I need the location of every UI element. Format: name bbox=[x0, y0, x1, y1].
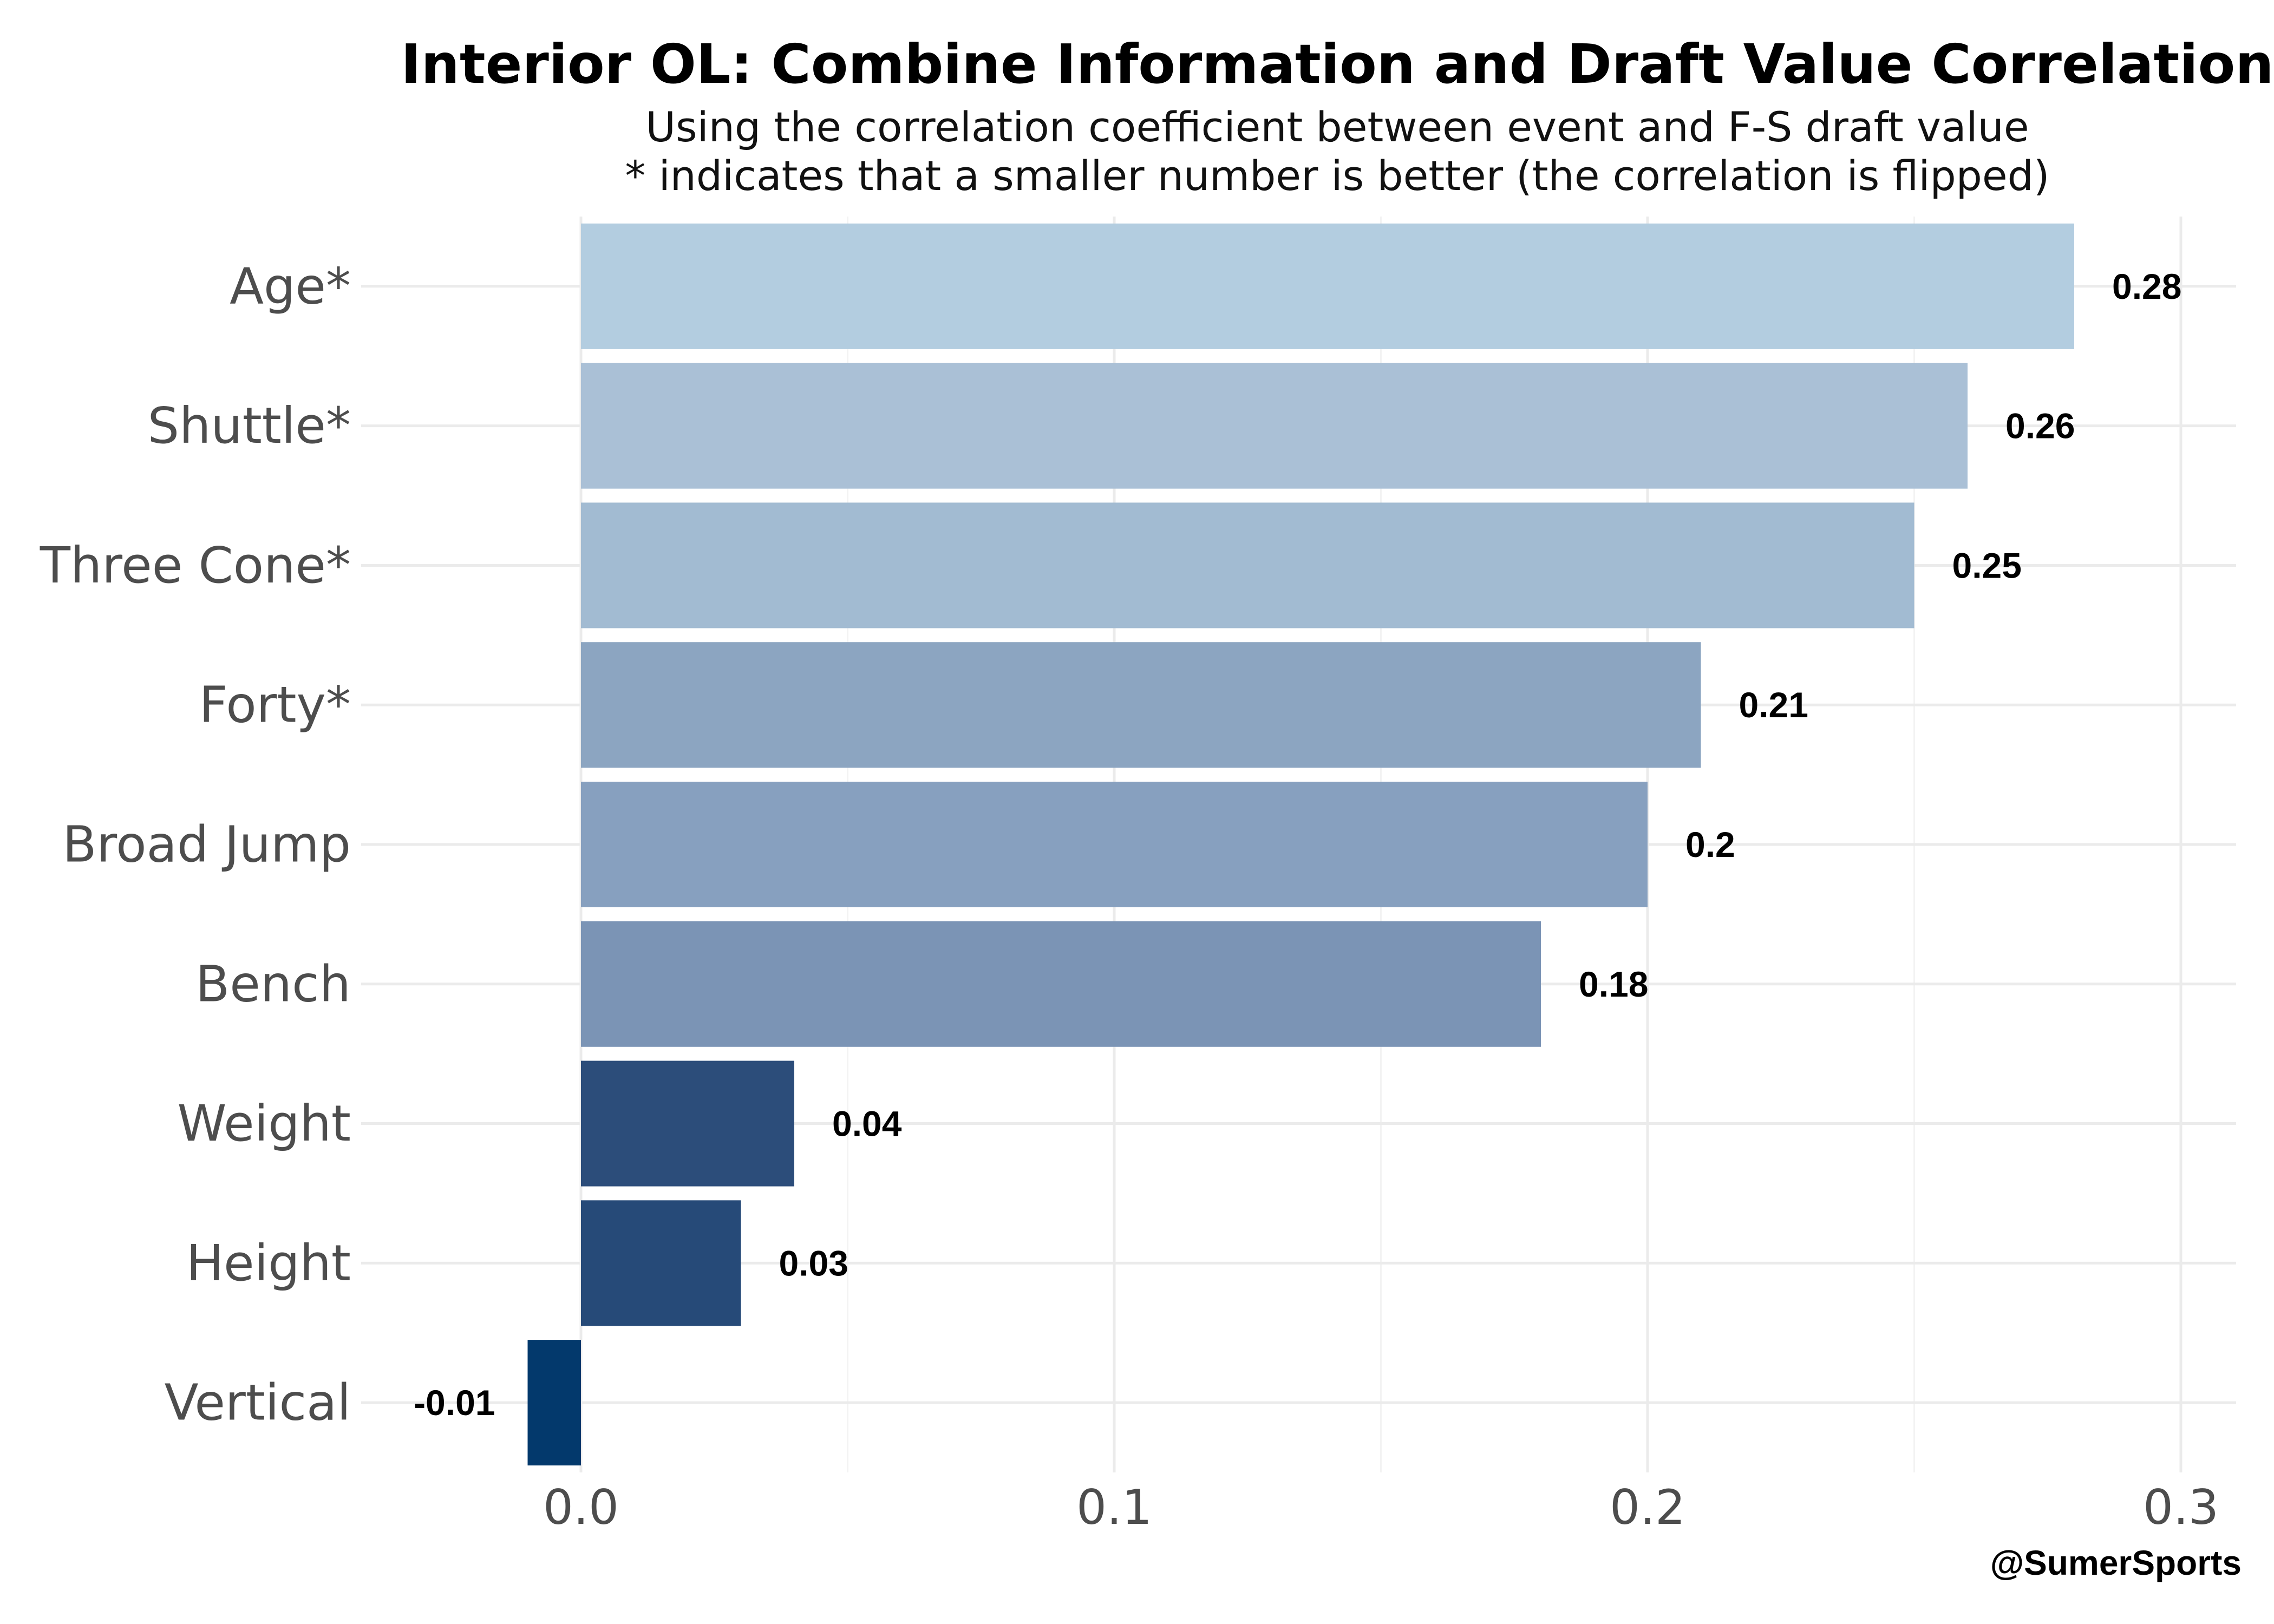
bar-age bbox=[581, 223, 2074, 349]
data-label: -0.01 bbox=[414, 1383, 495, 1423]
x-tick-label: 0.2 bbox=[1610, 1479, 1685, 1535]
data-label: 0.26 bbox=[2005, 406, 2075, 446]
bar-broad-jump bbox=[581, 782, 1648, 907]
chart-subtitle-line-1: Using the correlation coefficient betwee… bbox=[645, 103, 2029, 151]
bar-vertical bbox=[527, 1340, 581, 1466]
y-tick-label: Weight bbox=[177, 1095, 351, 1152]
bar-bench bbox=[581, 921, 1541, 1047]
data-label: 0.2 bbox=[1685, 824, 1735, 865]
bars bbox=[527, 223, 2074, 1466]
data-label: 0.03 bbox=[779, 1243, 848, 1283]
y-tick-label: Shuttle* bbox=[148, 397, 351, 455]
y-tick-label: Vertical bbox=[165, 1374, 351, 1432]
y-tick-label: Forty* bbox=[199, 676, 351, 734]
data-label: 0.04 bbox=[832, 1104, 902, 1144]
data-label: 0.18 bbox=[1579, 964, 1648, 1004]
y-tick-label: Three Cone* bbox=[40, 536, 351, 594]
bar-weight bbox=[581, 1060, 794, 1187]
bar-shuttle bbox=[581, 363, 1968, 489]
credit-text: @SumerSports bbox=[1990, 1543, 2242, 1582]
x-tick-label: 0.3 bbox=[2143, 1479, 2219, 1535]
chart-subtitle-line-2: * indicates that a smaller number is bet… bbox=[625, 152, 2050, 200]
chart-title: Interior OL: Combine Information and Dra… bbox=[401, 32, 2274, 96]
bar-height bbox=[581, 1200, 741, 1326]
x-tick-label: 0.0 bbox=[543, 1479, 619, 1535]
y-axis-tick-labels: Age* Shuttle* Three Cone* Forty* Broad Jump B… bbox=[40, 257, 351, 1431]
y-tick-label: Bench bbox=[195, 955, 351, 1013]
x-tick-label: 0.1 bbox=[1076, 1479, 1152, 1535]
data-label: 0.21 bbox=[1739, 685, 1808, 725]
data-labels: 0.28 0.26 0.25 0.21 0.2 0.18 0.04 0.03 -0.01 bbox=[414, 266, 2181, 1423]
x-axis-tick-labels: 0.0 0.1 0.2 0.3 bbox=[543, 1479, 2219, 1535]
data-label: 0.25 bbox=[1952, 545, 2022, 585]
bar-forty bbox=[581, 642, 1701, 768]
data-label: 0.28 bbox=[2112, 266, 2181, 306]
bar-three-cone bbox=[581, 502, 1914, 628]
y-tick-label: Broad Jump bbox=[62, 816, 351, 874]
y-tick-label: Height bbox=[186, 1234, 351, 1292]
y-tick-label: Age* bbox=[230, 257, 351, 315]
